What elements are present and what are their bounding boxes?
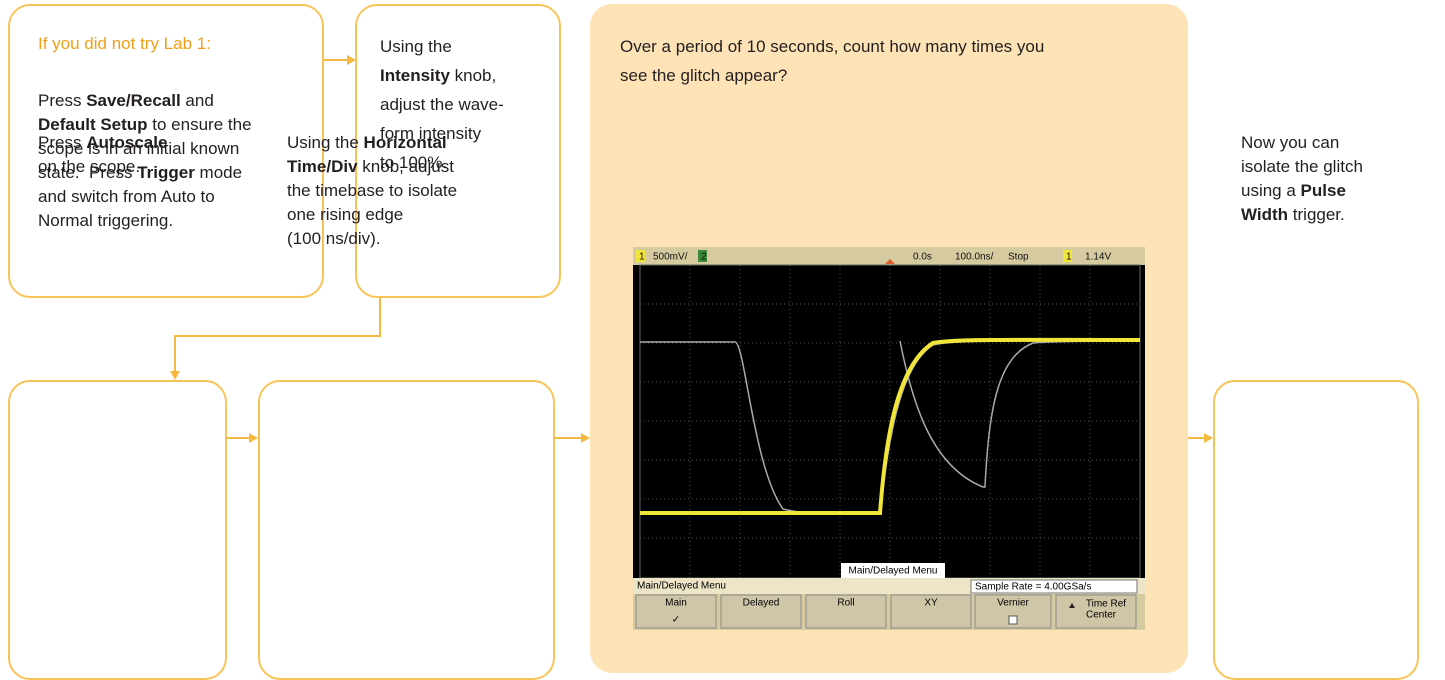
status-text: Stop <box>1008 252 1029 263</box>
check: ✓ <box>672 615 680 626</box>
scope-screen: ✓ 1 500mV/2 0.0s 100.0ns/Stop 1 1.14V Main/Del… <box>633 247 1145 630</box>
status-text: 1.14V <box>1085 252 1111 263</box>
softkey-label: Roll <box>837 598 854 609</box>
softkey-label: Delayed <box>743 598 780 609</box>
softkey-label: XY <box>924 598 938 609</box>
softkey-label: Time Ref <box>1086 599 1126 610</box>
softkey-label: Vernier <box>997 598 1029 609</box>
menu-title: Main/Delayed Menu <box>637 581 726 592</box>
softkey-label: Main <box>665 598 687 609</box>
overlay-label: Main/Delayed Menu <box>849 566 938 577</box>
status-text: 0.0s <box>913 252 932 263</box>
status-text: 500mV/ <box>653 252 688 263</box>
status-text: 2 <box>701 252 707 263</box>
status-text: 1 <box>1066 252 1072 263</box>
status-text: 1 <box>639 252 645 263</box>
page: If you did not try Lab 1: Press Save/Rec… <box>0 0 1445 677</box>
sample-rate: Sample Rate = 4.00GSa/s <box>975 582 1091 593</box>
softkey-label: Center <box>1086 610 1117 621</box>
status-text: 100.0ns/ <box>955 252 994 263</box>
